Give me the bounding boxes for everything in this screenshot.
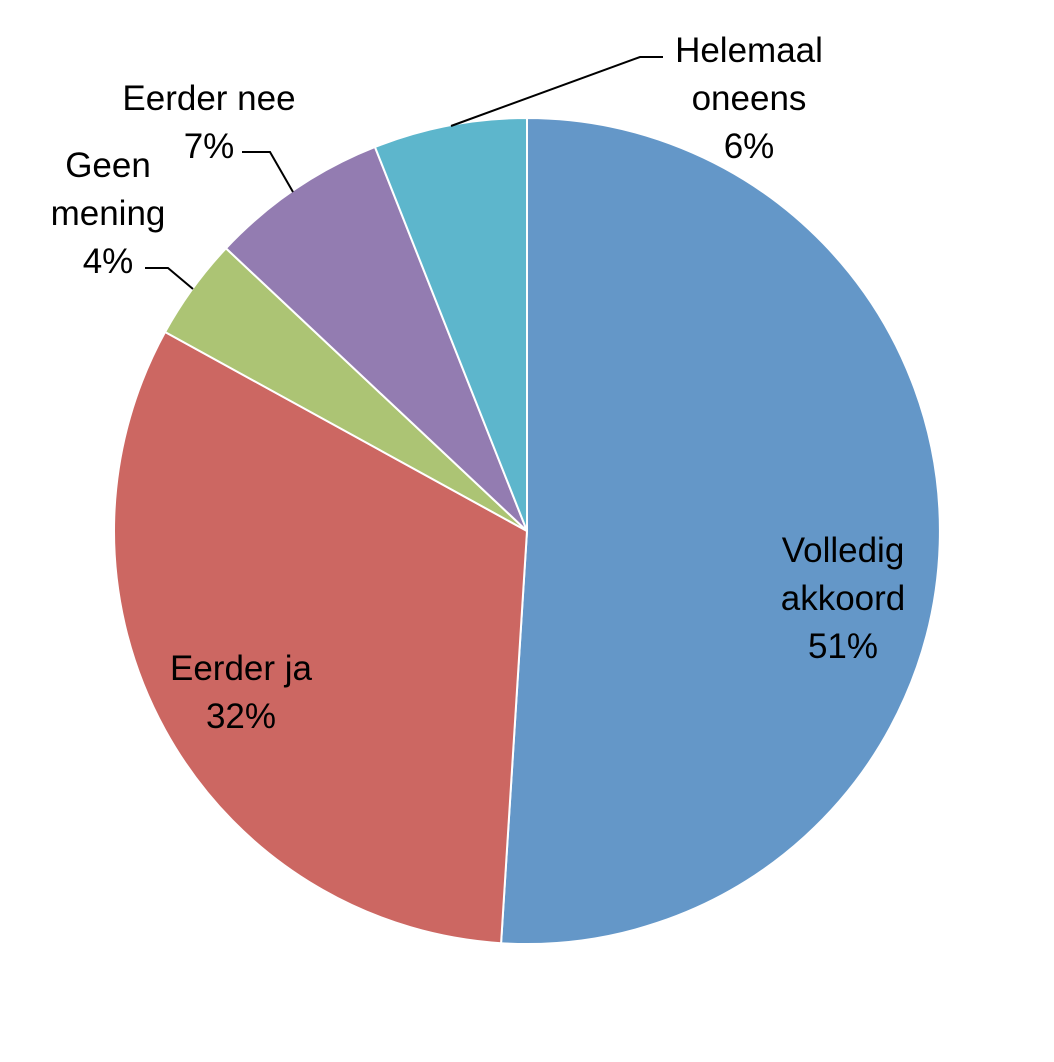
data-label-category: Geen	[65, 146, 151, 185]
data-label-category: Helemaal	[675, 31, 823, 70]
data-label-value: 6%	[724, 127, 775, 166]
leader-lines-layer	[145, 56, 663, 290]
slices-layer	[113, 116, 941, 945]
pie-slice-volledig-akkoord	[500, 116, 941, 945]
data-label-helemaal-oneens: Helemaal oneens 6%	[675, 31, 823, 166]
data-label-category: Volledig	[782, 531, 905, 570]
leader-line-eerder-nee	[242, 151, 294, 193]
pie-slice-eerder-ja	[113, 330, 529, 945]
data-label-category: oneens	[692, 79, 807, 118]
data-label-geen-mening: Geen mening 4%	[51, 146, 166, 281]
data-label-value: 32%	[206, 697, 276, 736]
data-label-volledig-akkoord: Volledig akkoord 51%	[781, 531, 906, 666]
data-label-eerder-nee: Eerder nee 7%	[122, 79, 295, 166]
data-label-eerder-ja: Eerder ja 32%	[170, 649, 313, 736]
data-label-category: mening	[51, 194, 166, 233]
data-labels-layer: Volledig akkoord 51% Eerder ja 32% Geen mening…	[51, 31, 906, 736]
leader-line-helemaal-oneens	[450, 56, 663, 127]
data-label-value: 51%	[808, 627, 878, 666]
pie-slice-eerder-nee	[224, 145, 528, 532]
data-label-category: akkoord	[781, 579, 906, 618]
data-label-value: 4%	[83, 242, 134, 281]
pie-slice-helemaal-oneens	[373, 116, 528, 532]
data-label-category: Eerder nee	[122, 79, 295, 118]
leader-line-geen-mening	[145, 267, 194, 290]
data-label-category: Eerder ja	[170, 649, 313, 688]
data-label-value: 7%	[184, 127, 235, 166]
